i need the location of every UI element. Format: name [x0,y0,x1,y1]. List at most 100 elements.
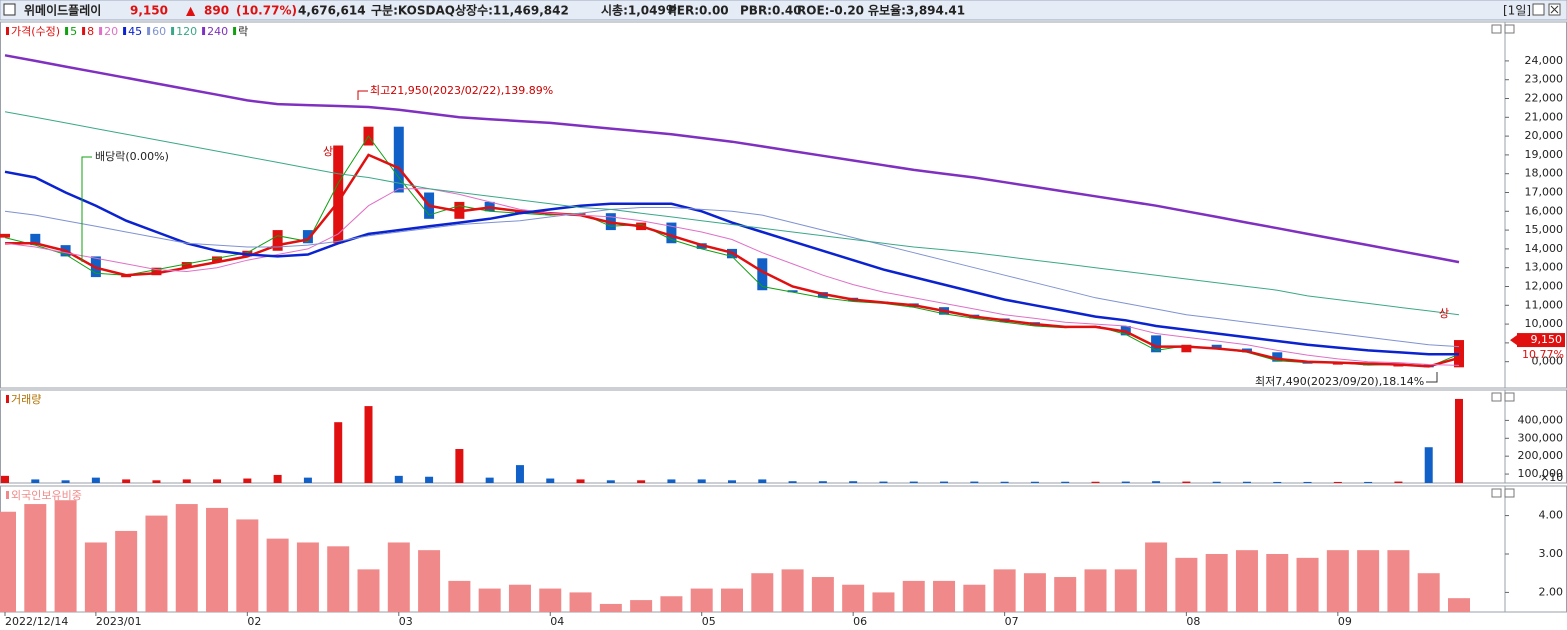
candle [151,267,162,276]
change-pct: (10.77%) [236,4,297,18]
panel-button[interactable] [1504,488,1515,498]
bar [418,550,441,612]
low-annotation: 최저7,490(2023/09/20),18.14% [1255,375,1424,388]
bar [1,475,9,483]
bar [818,481,827,483]
y-tick-label: 11,000 [1525,298,1564,311]
bar [1145,542,1168,612]
y-tick-label: 4.00 [1539,509,1564,522]
bar [1357,550,1380,612]
bar [1266,553,1289,612]
x-tick-label: 03 [399,615,413,628]
y-tick-label: 0,000 [1532,355,1564,368]
bar [0,511,16,612]
y-tick-label: 100,000 [1518,467,1564,480]
panel-button[interactable] [1504,392,1515,402]
panel-button[interactable] [1491,392,1502,402]
bar [1273,481,1282,483]
window-buttons [1532,3,1561,16]
bar [448,580,471,612]
roe: ROE:-0.20 [797,4,864,18]
panel-button[interactable] [1504,24,1515,34]
bar [115,530,138,612]
bar [61,480,70,483]
bar [175,504,198,612]
bar [940,481,949,483]
legend-label: 8 [87,25,94,38]
bar [1333,481,1342,483]
y-tick-label: 15,000 [1525,223,1564,236]
candle [1211,344,1222,349]
shares: 상장수:11,469,842 [455,3,569,18]
bar [394,475,403,483]
bar [1182,481,1191,483]
bar [508,584,531,612]
y-tick-label: 21,000 [1525,110,1564,123]
bar [1121,481,1130,483]
candle [787,290,798,293]
checkbox[interactable] [3,3,16,16]
bar [1387,550,1410,612]
candle [181,262,192,268]
bar [1030,481,1039,483]
candle [1151,335,1162,353]
bar [872,592,895,612]
bar [576,479,585,483]
legend-swatch [65,27,69,35]
moving-average-line [4,170,1459,356]
y-tick-label: 17,000 [1525,185,1564,198]
panel-button[interactable] [1491,488,1502,498]
x-tick-label: 05 [702,615,716,628]
bar [599,603,622,612]
candle [393,126,404,193]
bar [152,480,161,483]
panel-button[interactable] [1491,24,1502,34]
bar [728,480,736,483]
y-tick-label: 24,000 [1525,54,1564,67]
high-pointer [357,90,368,100]
bar [145,515,168,612]
bar [811,577,834,612]
bar [1175,557,1198,612]
bar [1424,447,1433,483]
bar [266,538,289,612]
legend-swatch [147,27,151,35]
y-tick-label: 3.00 [1539,547,1564,560]
legend-swatch [6,395,9,403]
bar [206,507,229,612]
moving-average-line [4,207,1460,348]
bar [1114,569,1137,612]
market-cap: 시총:1,049억 [601,3,677,18]
panel-title: 외국인보유비중 [11,489,82,502]
last-price-pointer [1510,335,1517,346]
bar [1455,398,1463,483]
bar [1364,481,1373,483]
close-icon [1550,5,1559,14]
x-tick-label: 09 [1338,615,1352,628]
bar [1091,481,1100,483]
y-tick-label: 2.00 [1539,585,1564,598]
bar [1448,598,1470,612]
limit-up-marker: 상 [323,145,333,158]
unit-label: ×10 [1540,471,1563,484]
volume: 4,676,614 [298,4,366,18]
bar [91,477,100,483]
x-tick-label: 08 [1186,615,1200,628]
candle [1181,344,1192,353]
candle [666,222,677,244]
market: 구분:KOSDAQ [371,4,455,18]
period[interactable]: [1일] [1503,4,1531,18]
bar [721,588,743,612]
minimize-button[interactable] [1532,3,1545,16]
legend-swatch [6,491,9,499]
bar [24,504,47,612]
high-annotation: 최고21,950(2023/02/22),139.89% [370,84,553,97]
bar [630,600,653,612]
per: PER:0.00 [668,4,729,18]
candle [1272,352,1283,362]
bar [1152,481,1161,483]
bar [637,480,646,483]
moving-average-line [4,188,1460,366]
bar [31,479,40,483]
